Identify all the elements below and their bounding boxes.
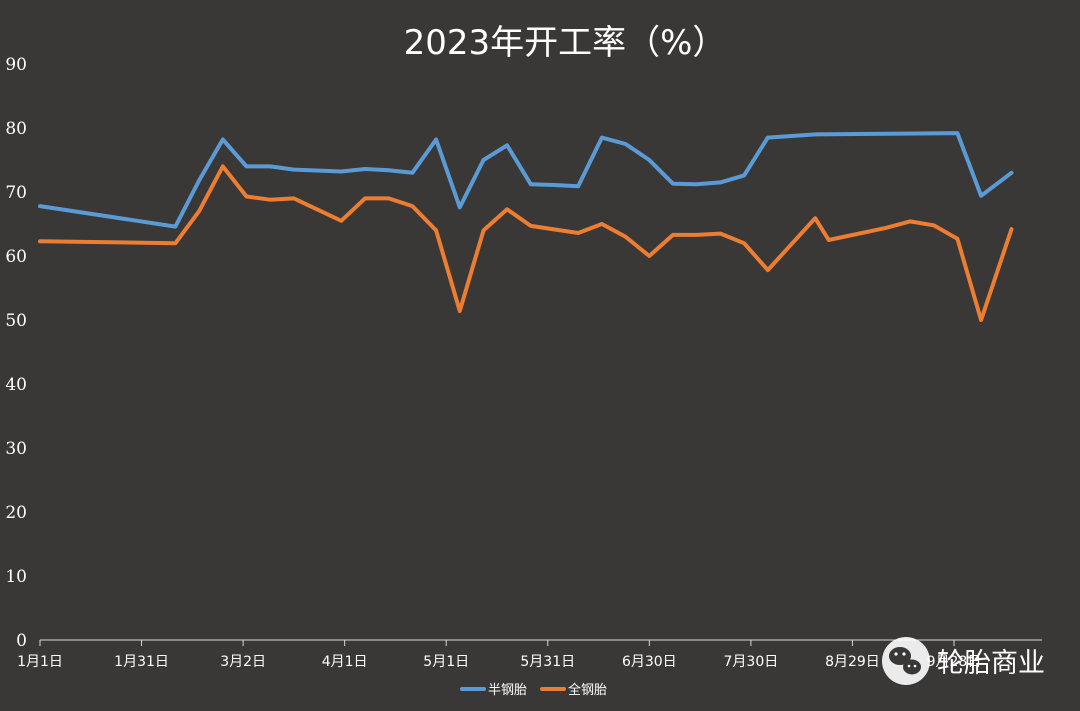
y-tick-label: 20: [5, 503, 27, 523]
y-tick-label: 80: [5, 119, 27, 139]
x-tick-label: 5月31日: [520, 654, 575, 670]
series-line-all-steel: [38, 164, 1014, 322]
y-tick-label: 10: [5, 567, 27, 587]
y-tick-label: 40: [5, 375, 27, 395]
x-tick-label: 3月2日: [220, 654, 266, 670]
watermark-text: 轮胎商业: [937, 648, 1045, 679]
x-tick-label: 8月29日: [825, 654, 880, 670]
y-tick-label: 70: [5, 183, 27, 203]
series-line-semi-steel: [38, 131, 1014, 229]
legend-label: 全钢胎: [568, 682, 607, 698]
x-tick-label: 6月30日: [622, 654, 677, 670]
series-layer: [38, 131, 1014, 322]
x-tick-label: 9月28日: [927, 654, 982, 670]
y-tick-label: 30: [5, 439, 27, 459]
y-tick-label: 60: [5, 247, 27, 267]
x-tick-label: 1月1日: [17, 654, 63, 670]
chart-title: 2023年开工率（%）: [404, 23, 727, 63]
y-tick-label: 90: [5, 55, 27, 75]
x-tick-label: 1月31日: [114, 654, 169, 670]
y-tick-label: 0: [16, 631, 27, 651]
x-tick-label: 7月30日: [724, 654, 779, 670]
x-axis: 1月1日 1月31日 3月2日 4月1日 5月1日 5月31日 6月30日 7月30日 8月29…: [17, 639, 1042, 670]
wechat-icon: [889, 647, 921, 675]
watermark: 轮胎商业: [882, 637, 1045, 685]
y-tick-label: 50: [5, 311, 27, 331]
x-tick-label: 5月1日: [423, 654, 469, 670]
x-tick-label: 4月1日: [322, 654, 368, 670]
legend: 半钢胎 全钢胎: [460, 682, 607, 698]
legend-label: 半钢胎: [488, 683, 527, 698]
y-axis: 0 10 20 30 40 50 60 70 80 90: [5, 55, 27, 651]
